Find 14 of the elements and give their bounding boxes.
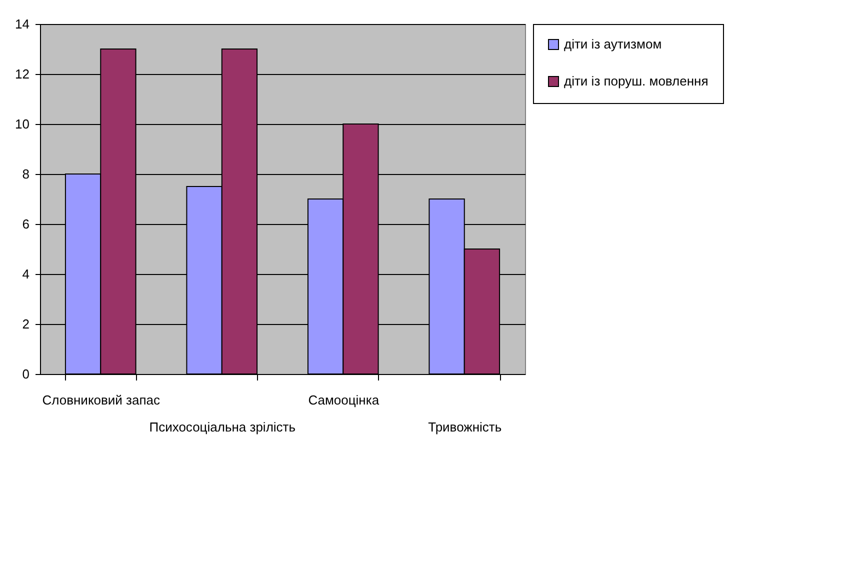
y-tick-label: 14 [15,16,30,32]
y-tick-label: 2 [22,316,30,332]
x-tick-label: Психосоціальна зрілість [149,420,296,434]
x-tick-label: Самооцінка [308,392,380,408]
y-tick-label: 4 [22,266,30,282]
y-tick-label: 0 [22,366,30,382]
y-tick-label: 10 [15,116,30,132]
y-tick-label: 12 [15,66,30,82]
x-tick-label: Словниковий запас [42,392,161,408]
x-tick-label: Тривожність [428,420,502,434]
y-tick-label: 8 [22,166,30,182]
legend-label: діти із поруш. мовлення [564,74,708,88]
y-tick-label: 6 [22,216,30,232]
legend-label: діти із аутизмом [564,36,662,52]
